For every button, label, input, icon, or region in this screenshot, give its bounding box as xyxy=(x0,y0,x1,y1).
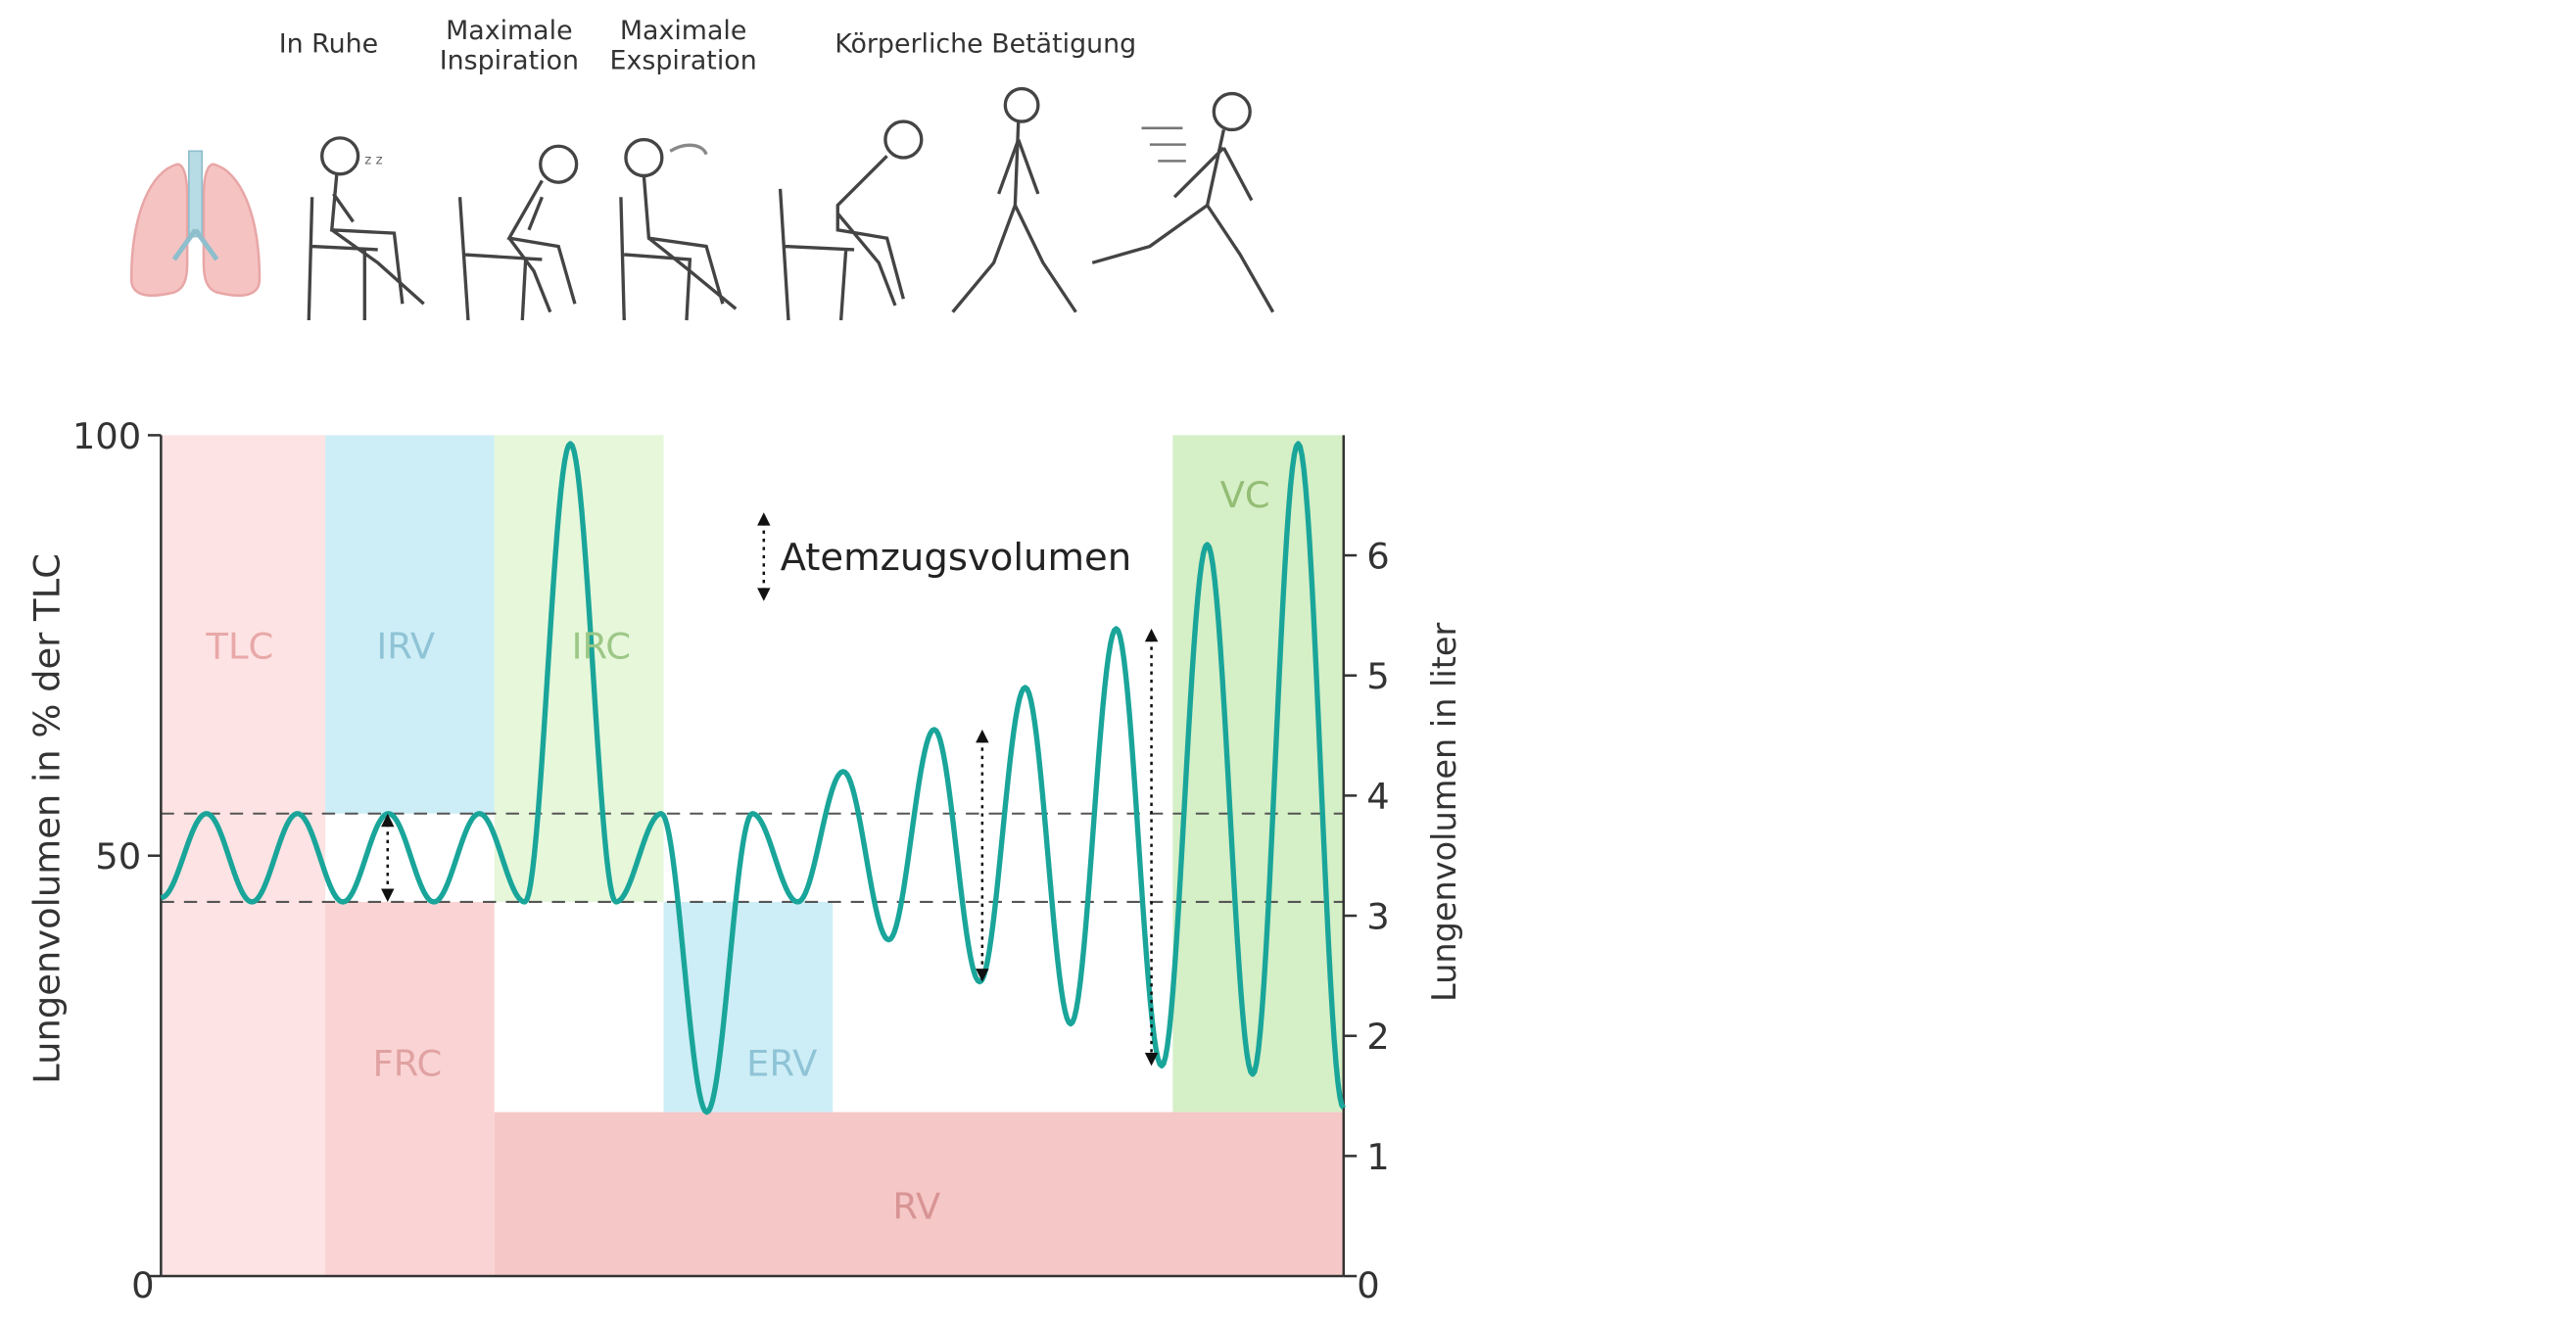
tidal-arrow-exercise-2-head-bottom xyxy=(1144,1052,1159,1066)
region-label-tlc: TLC xyxy=(205,625,273,667)
phase-label-rest: In Ruhe xyxy=(278,27,379,60)
phase-label-max-expiration: Maximale Exspiration xyxy=(601,15,766,76)
axes: 100 50 0 6 5 4 3 2 1 0 Lungenvolumen in % der TLC L… xyxy=(25,415,1462,1306)
person-running-icon xyxy=(1091,91,1275,313)
right-axis-title: Lungenvolumen in liter xyxy=(1425,622,1463,1002)
region-label-erv: ERV xyxy=(746,1042,817,1084)
region-irv xyxy=(325,435,495,814)
trace-layer xyxy=(160,441,1347,1115)
regions-layer xyxy=(161,435,1344,1277)
region-erv xyxy=(663,901,834,1113)
person-resting-icon: z z xyxy=(307,136,425,321)
person-bending-icon xyxy=(778,119,924,321)
breathing-trace xyxy=(160,441,1347,1115)
region-vc xyxy=(1172,435,1344,1113)
tidal-arrow-rest-head-top xyxy=(381,813,395,828)
legend: Atemzugsvolumen xyxy=(757,512,1131,601)
region-label-frc: FRC xyxy=(373,1042,443,1084)
person-expiration-icon xyxy=(619,137,738,321)
tidal-arrow-exercise-1-head-top xyxy=(976,729,989,743)
dashed-levels xyxy=(161,812,1344,903)
right-tick-label-6: 6 xyxy=(1366,535,1389,577)
right-tick-label-0: 0 xyxy=(1357,1264,1379,1306)
tidal-arrow-exercise-1-head-bottom xyxy=(976,969,989,982)
region-irc xyxy=(494,435,664,902)
left-axis-title: Lungenvolumen in % der TLC xyxy=(25,553,68,1084)
phase-label-max-inspiration-line1: Maximale xyxy=(446,15,573,46)
lung-volume-chart: 100 50 0 6 5 4 3 2 1 0 Lungenvolumen in % der TLC L… xyxy=(25,415,1462,1306)
right-tick-label-5: 5 xyxy=(1366,655,1389,697)
region-tlc xyxy=(161,435,326,1277)
person-inspiration-icon xyxy=(457,144,579,321)
left-tick-label-0: 0 xyxy=(131,1264,154,1306)
legend-arrow-head-bottom xyxy=(757,588,771,601)
illustrations: z z xyxy=(129,86,1275,321)
legend-arrow-head-top xyxy=(757,512,771,526)
phase-label-max-inspiration-line2: Inspiration xyxy=(439,44,579,76)
tidal-volume-arrows xyxy=(381,628,1159,1066)
left-tick-label-50: 50 xyxy=(95,835,141,877)
right-tick-label-2: 2 xyxy=(1366,1016,1389,1058)
lungs-icon xyxy=(129,150,262,297)
svg-text:z z: z z xyxy=(364,154,382,168)
region-label-vc: VC xyxy=(1220,474,1270,516)
region-labels: TLC IRV IRC FRC ERV RV VC xyxy=(205,474,1269,1227)
phase-label-max-expiration-line1: Maximale xyxy=(619,15,747,46)
region-label-irc: IRC xyxy=(572,625,631,667)
tidal-arrow-exercise-2-head-top xyxy=(1144,628,1159,642)
phase-label-exercise: Körperliche Betätigung xyxy=(835,27,1137,60)
left-tick-label-100: 100 xyxy=(72,415,141,457)
person-walking-icon xyxy=(951,86,1077,313)
region-label-rv: RV xyxy=(892,1185,940,1227)
region-label-irv: IRV xyxy=(376,625,435,667)
legend-label: Atemzugsvolumen xyxy=(781,536,1132,580)
right-tick-label-3: 3 xyxy=(1366,895,1389,937)
phase-label-max-expiration-line2: Exspiration xyxy=(609,44,757,76)
right-tick-label-1: 1 xyxy=(1366,1136,1389,1178)
tidal-arrow-rest-head-bottom xyxy=(381,888,395,902)
phase-label-max-inspiration: Maximale Inspiration xyxy=(430,15,588,76)
region-rv xyxy=(494,1112,1344,1277)
right-tick-label-4: 4 xyxy=(1366,776,1389,818)
region-frc xyxy=(325,901,495,1277)
